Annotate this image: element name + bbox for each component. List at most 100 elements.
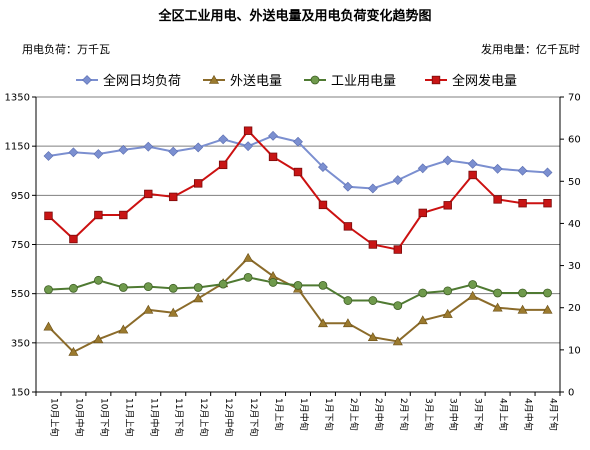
- series-1-point-17: [467, 290, 478, 300]
- left-axis-ticks: 150 350 550 750 950 1150 1350: [5, 93, 36, 399]
- series-0-point-0: [43, 151, 54, 161]
- x-tick-label-18: 4月上旬: [498, 398, 510, 431]
- legend-swatch-marker-1: [208, 74, 220, 84]
- left-axis-unit: 用电负荷：万千瓦: [22, 42, 110, 56]
- series-1-point-0: [43, 321, 54, 331]
- right-tick-label-0: 0: [568, 388, 574, 399]
- series-2-point-8: [243, 272, 253, 282]
- series-0-point-8: [243, 141, 254, 152]
- series-2-point-9: [268, 278, 278, 287]
- series-2-point-10: [293, 280, 303, 290]
- series-3-point-2: [94, 210, 103, 220]
- series-3-point-3: [119, 210, 128, 220]
- series-0-point-13: [367, 183, 378, 194]
- series-3-point-6: [193, 179, 203, 188]
- series-3-point-7: [218, 160, 228, 170]
- series-2-point-17: [468, 280, 478, 289]
- left-tick-label-3: 750: [11, 240, 30, 251]
- series-0-point-4: [143, 141, 154, 152]
- series-0-point-20: [542, 167, 553, 178]
- series-3-point-5: [169, 192, 178, 202]
- series-3-point-12: [343, 222, 353, 231]
- series-1-point-2: [93, 334, 104, 344]
- right-tick-label-6: 60: [568, 135, 581, 146]
- x-tick-label-6: 12月上旬: [198, 398, 210, 436]
- series-2-point-16: [443, 286, 453, 296]
- series-1-point-5: [168, 307, 179, 317]
- series-0-point-17: [467, 158, 478, 169]
- legend: 全网日均负荷 外送电量 工业用电量 全网发电量: [76, 73, 517, 89]
- x-tick-label-8: 12月下旬: [248, 398, 260, 436]
- right-tick-label-4: 40: [568, 219, 581, 230]
- right-tick-label-1: 10: [568, 345, 581, 356]
- series-2-point-7: [218, 279, 228, 289]
- series-3-point-17: [468, 170, 477, 180]
- right-tick-label-2: 20: [568, 303, 581, 314]
- x-tick-label-7: 12月中旬: [223, 398, 235, 436]
- legend-label-0: 全网日均负荷: [103, 73, 181, 89]
- series-0-point-12: [342, 181, 353, 192]
- series-3-point-10: [293, 167, 303, 177]
- series-0-point-18: [492, 163, 503, 174]
- right-tick-label-7: 70: [568, 93, 581, 104]
- series-1-point-20: [542, 304, 553, 314]
- right-axis-ticks: 0 10 20 30 40 50 60 70: [560, 93, 581, 399]
- left-tick-label-1: 350: [11, 338, 30, 349]
- series-2-point-12: [343, 296, 353, 305]
- series-2: [44, 272, 552, 311]
- series-3-point-20: [543, 198, 552, 208]
- left-tick-label-6: 1350: [5, 93, 30, 104]
- series-3-point-16: [443, 201, 452, 210]
- x-tick-label-17: 3月下旬: [473, 398, 485, 431]
- series-0-point-10: [293, 136, 303, 147]
- x-tick-label-3: 11月上旬: [123, 398, 135, 436]
- series-0-point-5: [168, 146, 179, 157]
- series-3-point-18: [493, 195, 502, 204]
- x-tick-label-16: 3月中旬: [448, 398, 460, 431]
- series-3-point-15: [418, 208, 427, 218]
- series-1-point-18: [492, 302, 503, 312]
- legend-swatch-marker-2: [310, 75, 320, 85]
- right-axis-unit: 发用电量：亿千瓦时: [481, 42, 580, 56]
- x-tick-label-19: 4月中旬: [523, 398, 535, 431]
- series-3-point-8: [243, 126, 253, 135]
- series-3-point-0: [44, 211, 53, 221]
- series-3: [44, 126, 552, 254]
- x-axis-ticks: 10月上旬 10月中旬 10月下旬 11月上旬 11月中旬 11月下旬 12月上旬 12月中旬…: [35, 392, 561, 436]
- series-3-point-4: [144, 189, 153, 199]
- series-3-point-1: [69, 234, 78, 244]
- series-1-point-15: [417, 315, 428, 325]
- legend-item-0: 全网日均负荷: [76, 73, 181, 89]
- legend-item-1: 外送电量: [203, 74, 282, 89]
- x-tick-label-15: 3月上旬: [423, 398, 435, 431]
- series-0-point-14: [392, 175, 403, 186]
- series-1-point-12: [342, 318, 353, 328]
- legend-item-3: 全网发电量: [425, 73, 517, 89]
- series-0-point-3: [118, 144, 129, 155]
- series-2-point-4: [143, 282, 153, 292]
- series-0-point-7: [218, 134, 229, 145]
- series-2-point-5: [168, 283, 178, 293]
- series-3-point-19: [518, 198, 527, 208]
- left-tick-label-5: 1150: [5, 142, 30, 153]
- series-2-point-11: [318, 280, 328, 290]
- series-0-point-1: [68, 147, 79, 158]
- left-tick-label-2: 550: [11, 289, 30, 300]
- series-0-point-15: [417, 163, 428, 174]
- x-tick-label-4: 11月中旬: [148, 398, 160, 436]
- x-tick-label-1: 10月中旬: [73, 398, 85, 436]
- series-1-point-13: [367, 332, 378, 342]
- series-2-point-19: [518, 288, 527, 298]
- right-tick-label-3: 30: [568, 261, 581, 272]
- series-1-point-4: [143, 304, 154, 314]
- series-3-point-13: [368, 240, 378, 249]
- series-2-point-15: [418, 288, 428, 298]
- legend-label-2: 工业用电量: [331, 74, 396, 89]
- series-1-point-16: [442, 308, 453, 318]
- legend-swatch-marker-3: [431, 75, 441, 85]
- x-tick-label-10: 1月中旬: [298, 398, 310, 431]
- x-tick-label-2: 10月下旬: [98, 398, 110, 436]
- left-tick-label-0: 150: [11, 388, 30, 399]
